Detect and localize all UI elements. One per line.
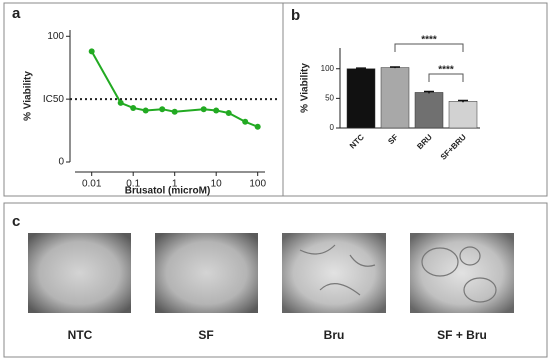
significance-bracket [428,73,464,82]
y-tick-label: 100 [321,64,335,73]
panel-label: c [12,213,20,230]
image-label: Bru [324,328,345,342]
micrograph [28,233,131,313]
y-axis-title: % Viability [300,63,311,113]
bar [346,68,376,129]
y-tick-label: 50 [325,93,334,102]
error-bar [458,99,468,103]
panel-label: a [12,5,21,22]
data-point [142,107,149,114]
micrograph [410,233,514,313]
significance-bracket [394,43,464,52]
x-tick-label: 0.1 [126,179,140,190]
bar [448,101,478,129]
data-point [159,106,166,113]
y-tick-label: 0 [330,123,335,132]
x-tick-label: SF+BRU [439,132,468,161]
data-point [213,107,220,114]
data-point [225,109,232,116]
x-tick-label: 10 [211,179,223,190]
data-point [88,48,95,55]
bar [414,92,444,129]
micrograph [282,233,386,313]
y-tick-label: 100 [47,31,64,42]
panel-label: b [291,7,300,24]
significance-label: **** [438,65,454,76]
micrographs [28,233,514,313]
data-point [117,99,124,106]
image-label: SF + Bru [437,328,487,342]
x-tick-label: 1 [172,179,178,190]
image-label: SF [198,328,213,342]
data-point [130,104,137,111]
data-point [200,106,207,113]
error-bar [424,90,434,94]
panel-frame [3,202,548,358]
x-tick-label: 0.01 [82,179,102,190]
significance-label: **** [421,35,437,46]
y-axis-title: % Viability [23,71,34,121]
x-axis-title: Brusatol (microM) [125,186,211,197]
panel-frame [3,2,548,197]
x-tick-label: 100 [249,179,266,190]
micrograph [155,233,258,313]
x-tick-label: SF [386,132,400,146]
error-bar [390,66,400,69]
data-line [90,50,259,128]
bar [380,67,410,129]
data-point [242,118,249,125]
error-bar [356,67,366,70]
x-tick-label: BRU [415,132,434,151]
data-point [171,108,178,115]
x-tick-label: NTC [348,132,366,150]
y-tick-label: IC50 [43,94,65,105]
y-tick-label: 0 [58,157,64,168]
image-label: NTC [68,328,93,342]
data-point [254,123,261,130]
